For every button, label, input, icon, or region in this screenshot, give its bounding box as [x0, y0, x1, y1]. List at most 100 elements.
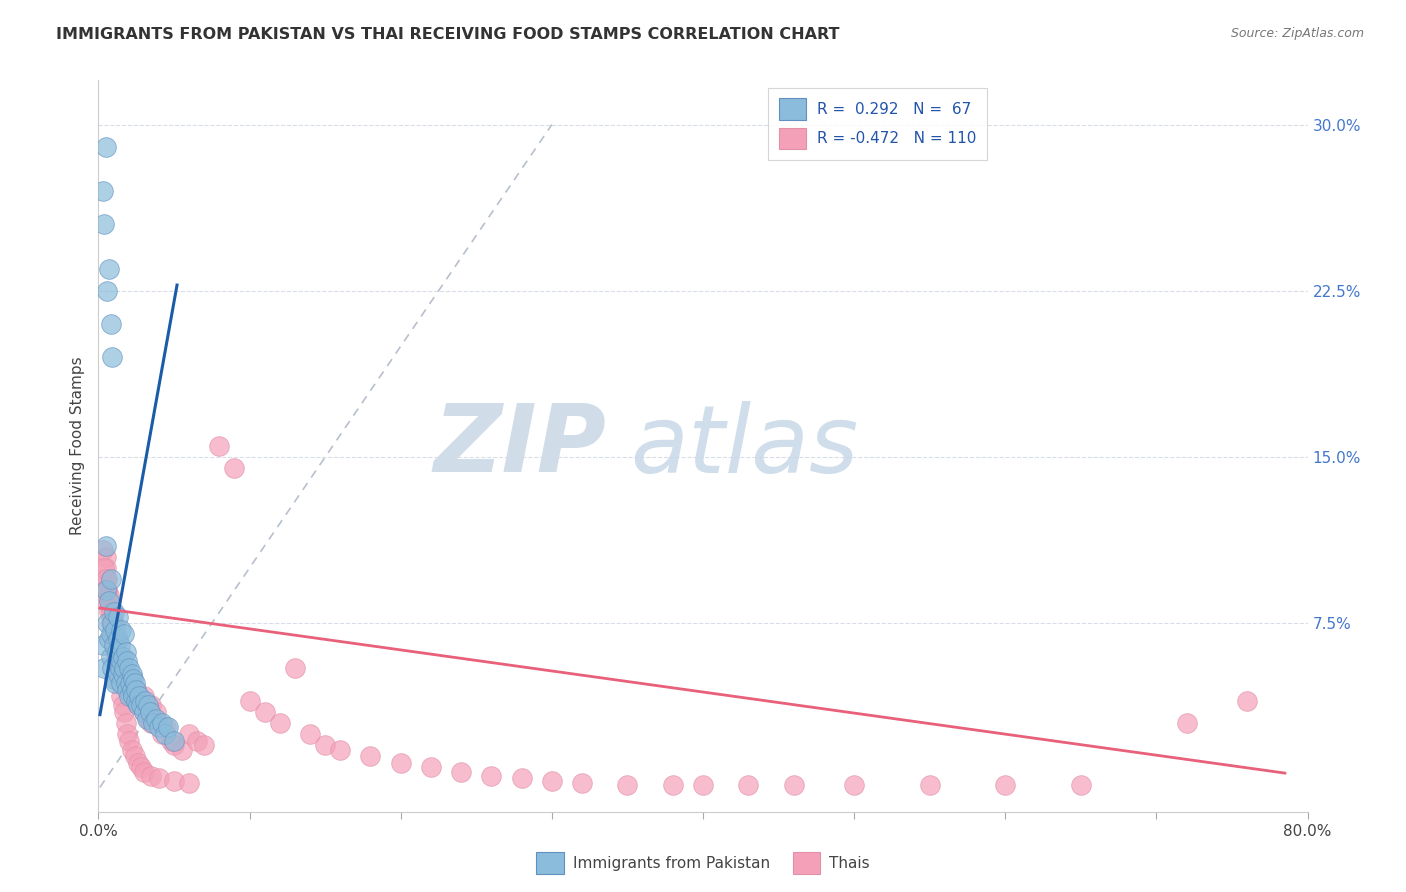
Point — [105, 649, 128, 664]
Point — [101, 627, 124, 641]
Point — [540, 773, 562, 788]
Point — [98, 605, 121, 619]
Point — [141, 769, 163, 783]
Point — [110, 690, 132, 704]
Point — [139, 705, 162, 719]
Point — [94, 140, 117, 154]
Point — [94, 572, 117, 586]
Point — [101, 351, 124, 365]
Point — [91, 184, 114, 198]
Point — [125, 694, 148, 708]
Point — [93, 218, 115, 232]
Point — [112, 660, 135, 674]
Point — [132, 764, 155, 779]
Point — [125, 694, 148, 708]
Point — [105, 632, 128, 646]
Point — [122, 690, 145, 704]
Point — [110, 676, 132, 690]
Point — [1070, 778, 1092, 792]
Point — [121, 667, 143, 681]
Text: Source: ZipAtlas.com: Source: ZipAtlas.com — [1230, 27, 1364, 40]
Point — [128, 690, 150, 704]
Point — [118, 672, 141, 686]
Point — [114, 676, 136, 690]
Point — [145, 705, 167, 719]
Point — [783, 778, 806, 792]
Point — [94, 561, 117, 575]
Point — [104, 676, 127, 690]
Point — [103, 616, 125, 631]
Point — [918, 778, 941, 792]
Point — [122, 672, 145, 686]
Point — [93, 594, 115, 608]
Point — [389, 756, 412, 770]
Point — [135, 698, 157, 713]
Point — [141, 698, 163, 713]
Point — [253, 705, 276, 719]
Point — [450, 764, 472, 779]
Point — [148, 721, 170, 735]
Point — [994, 778, 1017, 792]
Point — [661, 778, 683, 792]
Text: ZIP: ZIP — [433, 400, 606, 492]
Point — [121, 672, 143, 686]
Point — [120, 676, 142, 690]
Point — [239, 694, 262, 708]
Point — [96, 284, 118, 298]
Point — [142, 716, 165, 731]
Point — [105, 645, 128, 659]
Point — [139, 705, 162, 719]
Point — [571, 776, 593, 790]
Point — [111, 649, 134, 664]
Point — [105, 654, 128, 668]
Point — [115, 682, 138, 697]
Point — [108, 639, 131, 653]
Point — [299, 727, 322, 741]
Point — [114, 676, 136, 690]
Point — [94, 549, 117, 564]
Point — [112, 627, 135, 641]
Point — [100, 605, 122, 619]
Point — [121, 690, 143, 704]
Point — [284, 660, 307, 674]
Point — [127, 698, 149, 713]
Point — [98, 261, 121, 276]
Point — [100, 572, 122, 586]
Point — [100, 317, 122, 331]
Point — [179, 727, 201, 741]
Point — [103, 672, 125, 686]
Point — [156, 721, 179, 735]
Point — [108, 660, 131, 674]
Point — [616, 778, 638, 792]
Point — [108, 660, 131, 674]
Point — [91, 572, 114, 586]
Point — [103, 639, 125, 653]
Point — [127, 698, 149, 713]
Point — [118, 660, 141, 674]
Point — [100, 600, 122, 615]
Point — [142, 712, 165, 726]
Point — [96, 583, 118, 598]
Point — [125, 682, 148, 697]
Point — [163, 733, 186, 747]
Point — [115, 654, 138, 668]
Point — [120, 676, 142, 690]
Y-axis label: Receiving Food Stamps: Receiving Food Stamps — [69, 357, 84, 535]
Point — [360, 749, 382, 764]
Point — [124, 690, 146, 704]
Point — [107, 654, 129, 668]
Point — [129, 698, 152, 713]
Point — [170, 742, 193, 756]
Point — [141, 716, 163, 731]
Point — [110, 654, 132, 668]
Point — [110, 667, 132, 681]
Point — [101, 609, 124, 624]
Point — [101, 616, 124, 631]
Point — [111, 667, 134, 681]
Point — [98, 632, 121, 646]
Point — [129, 760, 152, 774]
Point — [111, 698, 134, 713]
Point — [148, 772, 170, 786]
Point — [148, 716, 170, 731]
Point — [103, 632, 125, 646]
